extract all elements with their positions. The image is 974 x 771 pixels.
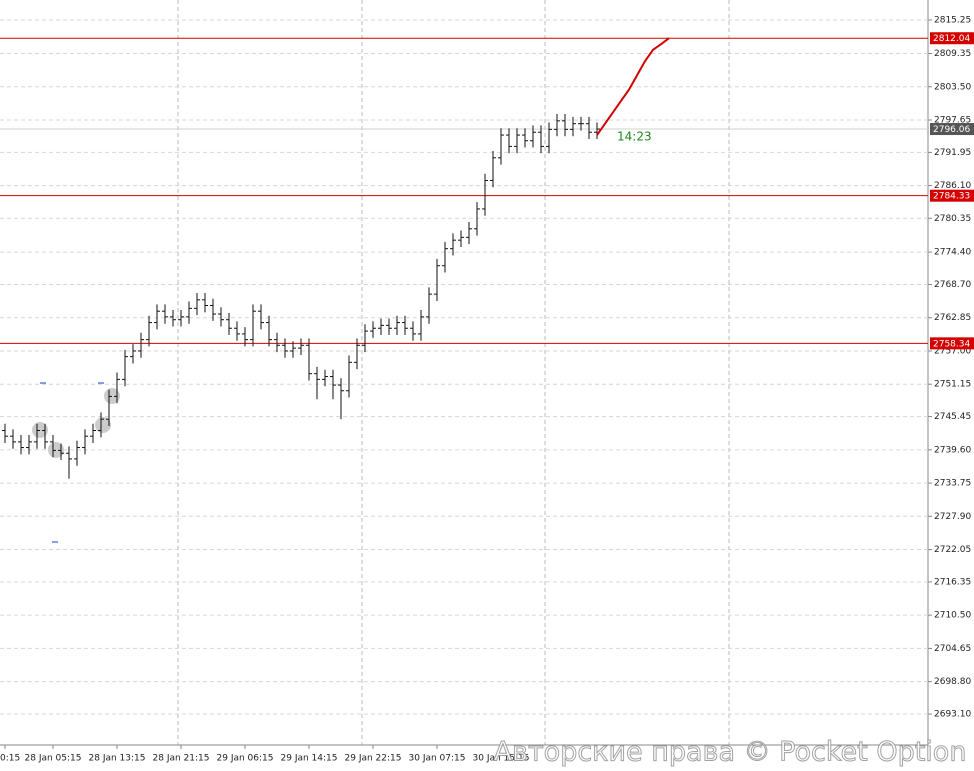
y-tick-label: 2757.00 xyxy=(934,346,971,356)
level-label-box xyxy=(930,189,974,202)
y-tick-label: 2809.35 xyxy=(934,49,971,59)
timer: 14:23 xyxy=(617,130,652,144)
x-tick-label: 29 Jan 06:15 xyxy=(217,754,274,764)
y-tick-label: 2722.05 xyxy=(934,545,971,555)
y-tick-label: 2693.10 xyxy=(934,710,971,720)
y-tick-label: 2803.50 xyxy=(934,82,971,92)
level-label: 2812.04 xyxy=(933,34,970,44)
current-price-box xyxy=(930,123,974,136)
y-tick-label: 2786.10 xyxy=(934,181,971,191)
x-tick-label: 0:15 xyxy=(0,754,20,764)
level-label-box xyxy=(930,337,974,350)
x-tick-label: 28 Jan 21:15 xyxy=(153,754,210,764)
y-tick-label: 2710.50 xyxy=(934,611,971,621)
x-tick-label: 29 Jan 22:15 xyxy=(345,754,402,764)
x-tick-label: 28 Jan 05:15 xyxy=(25,754,82,764)
level-label: 2784.33 xyxy=(933,192,970,202)
x-tick-label: 28 Jan 13:15 xyxy=(89,754,146,764)
y-tick-label: 2704.65 xyxy=(934,644,971,654)
y-tick-label: 2698.80 xyxy=(934,677,971,687)
y-tick-label: 2774.40 xyxy=(934,248,971,258)
x-tick-label: 30 Jan 07:15 xyxy=(409,754,466,764)
trade-marker xyxy=(32,422,48,438)
current-price-label: 2796.06 xyxy=(933,125,970,135)
trade-marker xyxy=(95,417,111,433)
x-tick-label: 29 Jan 14:15 xyxy=(281,754,338,764)
forecast-line xyxy=(596,37,670,136)
x-tick-label: 30 Jan 15:15 xyxy=(473,754,530,764)
level-label: 2758.34 xyxy=(933,339,970,349)
y-tick-label: 2727.90 xyxy=(934,512,971,522)
y-tick-label: 2751.15 xyxy=(934,380,971,390)
plot: 2815.25 2809.35 2803.50 2797.65 2791.95 2786.… xyxy=(0,16,974,768)
y-tick-label: 2745.45 xyxy=(934,412,971,422)
y-tick-label: 2768.70 xyxy=(934,280,971,290)
day-separators xyxy=(177,0,730,745)
y-tick-label: 2762.85 xyxy=(934,313,971,323)
y-tick-label: 2797.65 xyxy=(934,116,971,126)
y-tick-label: 2815.25 xyxy=(934,16,971,26)
watermark: Авторские права © Pocket Option xyxy=(494,737,967,768)
y-tick-label: 2791.95 xyxy=(934,148,971,158)
y-tick-label: 2716.35 xyxy=(934,577,971,587)
y-tick-label: 2780.35 xyxy=(934,214,971,224)
level-label-box xyxy=(930,32,974,45)
y-tick-label: 2733.75 xyxy=(934,479,971,489)
y-tick-label: 2739.60 xyxy=(934,445,971,455)
